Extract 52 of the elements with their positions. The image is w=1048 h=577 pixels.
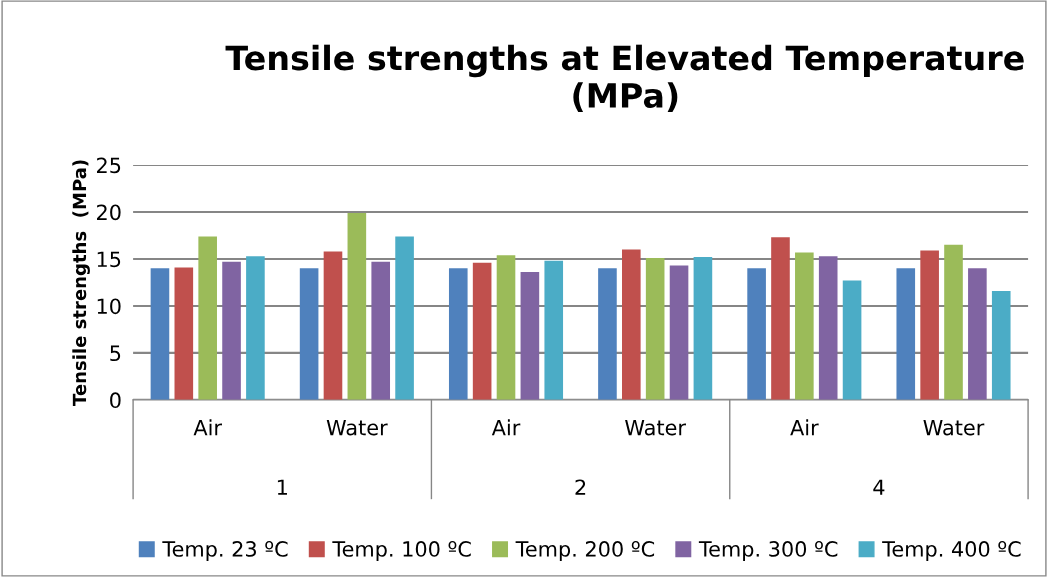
text: 4 [873, 479, 885, 495]
bar [198, 236, 217, 400]
legend-label: Temp. 300 ºC [698, 541, 838, 561]
bar [246, 256, 265, 400]
y-tick-label: 10 [97, 298, 121, 315]
bar [150, 268, 170, 400]
x-tick-label: Water [923, 419, 985, 436]
bar [747, 268, 766, 400]
chart-title: Tensile strengths at Elevated Temperature (MPa) [225, 44, 1024, 112]
bar [920, 250, 939, 400]
bar [622, 249, 641, 400]
bar [896, 268, 916, 400]
bar [472, 262, 492, 400]
bar [520, 272, 540, 400]
bar [795, 252, 814, 400]
bar [496, 255, 516, 400]
bar [968, 268, 987, 400]
bar [944, 244, 963, 400]
y-axis-title: Tensile strengths (MPa) [72, 160, 90, 406]
bar [448, 268, 468, 400]
bar [598, 268, 617, 400]
x-tick-label: Water [326, 419, 388, 436]
bar [669, 265, 689, 400]
bar [544, 260, 564, 400]
bar [323, 251, 343, 400]
bar [818, 256, 838, 400]
bar [771, 237, 790, 400]
bar [347, 212, 367, 400]
y-tick-label: 15 [97, 251, 121, 268]
bar [645, 258, 665, 400]
bar [991, 290, 1011, 400]
bar [299, 268, 319, 400]
legend-label: Temp. 23 ºC [162, 541, 288, 561]
bar [222, 261, 241, 400]
bar [371, 261, 391, 400]
x-tick-label: Air [790, 419, 819, 436]
x-tick-label: Air [193, 419, 222, 436]
legend-label: Temp. 400 ºC [882, 541, 1021, 561]
x-tick-label: Air [491, 419, 521, 436]
bar [693, 257, 713, 400]
text: 1 [277, 479, 287, 495]
x-tick-label: Water [625, 419, 686, 436]
legend-label: Temp. 200 ºC [515, 541, 655, 561]
y-tick-label: 0 [110, 392, 121, 409]
bar [395, 236, 414, 400]
y-tick-label: 20 [97, 204, 121, 221]
y-tick-label: 25 [97, 157, 121, 174]
y-tick-label: 5 [110, 345, 121, 362]
text: 2 [575, 479, 586, 495]
bar [842, 280, 862, 400]
legend-label: Temp. 100 ºC [332, 541, 471, 561]
bar [174, 267, 194, 400]
